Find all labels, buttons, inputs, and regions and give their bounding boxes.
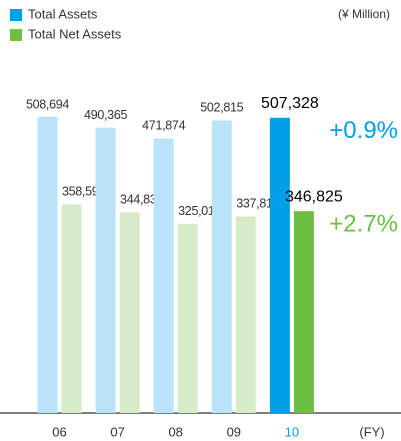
value-label: 471,874 — [142, 119, 185, 133]
bar — [177, 223, 198, 413]
annotation: +2.7% — [329, 211, 398, 238]
value-label: 358,592 — [62, 185, 105, 199]
bar — [235, 216, 256, 413]
bar — [95, 127, 116, 414]
value-label: 325,016 — [178, 204, 221, 218]
value-label: 344,833 — [120, 193, 163, 207]
bar — [293, 211, 314, 413]
legend-label: Total Net Assets — [28, 26, 122, 41]
x-axis-label: (FY) — [359, 424, 384, 439]
bar — [269, 117, 290, 413]
bar — [37, 117, 58, 413]
value-label: 502,815 — [200, 101, 243, 115]
legend-swatch — [10, 9, 22, 21]
legend-swatch — [10, 29, 22, 41]
value-label: 507,328 — [261, 95, 319, 112]
value-label: 490,365 — [84, 108, 127, 122]
value-label: 508,694 — [26, 97, 69, 111]
annotation: +0.9% — [329, 117, 398, 144]
x-tick-label: 06 — [52, 424, 66, 439]
value-label: 337,818 — [236, 197, 279, 211]
x-tick-label: 07 — [110, 424, 124, 439]
unit-label: (¥ Million) — [338, 7, 390, 21]
legend-label: Total Assets — [28, 6, 98, 21]
value-label: 346,825 — [285, 188, 343, 205]
bar — [211, 120, 232, 413]
bar — [119, 212, 140, 413]
x-tick-label: 08 — [168, 424, 182, 439]
bar — [61, 204, 82, 413]
x-tick-label: 10 — [285, 424, 299, 439]
bar — [153, 138, 174, 413]
x-tick-label: 09 — [227, 424, 241, 439]
